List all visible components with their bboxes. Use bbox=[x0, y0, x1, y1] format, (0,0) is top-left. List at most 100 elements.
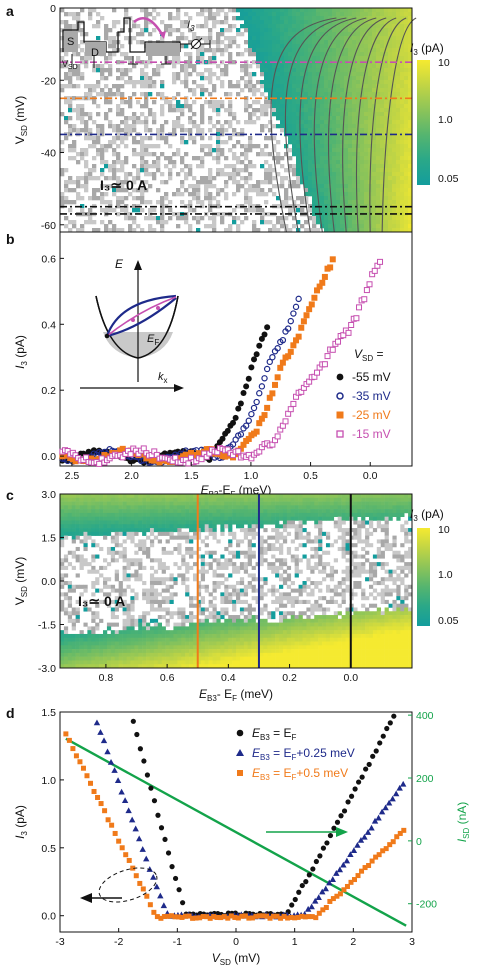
heatmap-cell bbox=[140, 92, 145, 97]
heatmap-cell bbox=[176, 72, 181, 77]
heatmap-cell bbox=[196, 630, 202, 635]
heatmap-cell bbox=[340, 68, 345, 73]
heatmap-cell bbox=[208, 168, 213, 173]
data-point-orange bbox=[290, 342, 297, 349]
heatmap-cell bbox=[99, 656, 104, 661]
heatmap-cell bbox=[316, 68, 321, 73]
heatmap-cell bbox=[324, 16, 329, 21]
heatmap-cell bbox=[324, 144, 329, 149]
heatmap-cell bbox=[160, 220, 165, 225]
heatmap-cell bbox=[124, 172, 129, 177]
heatmap-cell bbox=[152, 8, 157, 13]
heatmap-cell bbox=[114, 528, 119, 533]
heatmap-cell bbox=[99, 664, 104, 669]
heatmap-cell bbox=[252, 92, 257, 97]
heatmap-cell bbox=[272, 228, 277, 233]
heatmap-cell bbox=[181, 611, 186, 616]
heatmap-cell bbox=[87, 528, 92, 533]
heatmap-cell bbox=[348, 76, 353, 81]
heatmap-cell bbox=[408, 136, 413, 141]
heatmap-cell bbox=[76, 76, 81, 81]
heatmap-cell bbox=[76, 12, 81, 17]
heatmap-cell bbox=[76, 112, 81, 117]
heatmap-cell bbox=[126, 509, 131, 514]
heatmap-cell bbox=[260, 16, 265, 21]
heatmap-cell bbox=[208, 32, 213, 37]
heatmap-cell bbox=[136, 176, 141, 181]
heatmap-cell bbox=[110, 660, 116, 665]
heatmap-cell bbox=[408, 144, 413, 149]
heatmap-cell bbox=[96, 104, 101, 109]
heatmap-cell bbox=[296, 132, 301, 137]
heatmap-cell bbox=[352, 196, 357, 201]
heatmap-cell bbox=[360, 180, 365, 185]
heatmap-cell bbox=[142, 546, 147, 552]
heatmap-cell bbox=[384, 196, 389, 201]
heatmap-cell bbox=[157, 599, 162, 604]
heatmap-cell bbox=[165, 520, 170, 525]
heatmap-cell bbox=[100, 132, 105, 137]
heatmap-cell bbox=[336, 72, 341, 77]
heatmap-cell bbox=[400, 200, 405, 205]
heatmap-cell bbox=[161, 501, 166, 506]
heatmap-cell bbox=[292, 128, 297, 133]
heatmap-cell bbox=[336, 88, 341, 93]
heatmap-cell bbox=[160, 124, 165, 129]
heatmap-cell bbox=[161, 633, 166, 639]
heatmap-cell bbox=[268, 228, 273, 233]
heatmap-cell bbox=[184, 152, 189, 157]
heatmap-cell bbox=[200, 626, 206, 631]
heatmap-cell bbox=[144, 8, 149, 13]
heatmap-cell bbox=[75, 664, 80, 669]
heatmap-cell bbox=[189, 524, 194, 529]
heatmap-cell bbox=[60, 531, 65, 536]
heatmap-cell bbox=[106, 501, 112, 506]
data-point-orange bbox=[245, 435, 252, 442]
heatmap-cell bbox=[324, 28, 329, 33]
heatmap-cell bbox=[106, 550, 112, 555]
heatmap-cell bbox=[106, 592, 112, 597]
heatmap-cell bbox=[336, 24, 341, 29]
data-point-orange bbox=[285, 353, 292, 360]
heatmap-cell bbox=[252, 208, 257, 213]
heatmap-cell bbox=[180, 140, 185, 145]
heatmap-cell bbox=[67, 652, 73, 657]
heatmap-cell bbox=[312, 200, 317, 205]
heatmap-cell bbox=[216, 40, 221, 45]
heatmap-cell bbox=[169, 652, 174, 657]
heatmap-cell bbox=[212, 216, 217, 221]
heatmap-cell bbox=[356, 100, 361, 105]
heatmap-cell bbox=[248, 64, 253, 69]
heatmap-cell bbox=[87, 607, 92, 612]
heatmap-cell bbox=[300, 108, 305, 113]
heatmap-cell bbox=[67, 611, 73, 616]
heatmap-cell bbox=[152, 80, 157, 85]
heatmap-cell bbox=[80, 228, 85, 233]
heatmap-cell bbox=[192, 633, 198, 639]
heatmap-cell bbox=[72, 12, 77, 17]
heatmap-cell bbox=[181, 660, 186, 665]
heatmap-cell bbox=[304, 192, 309, 197]
heatmap-cell bbox=[216, 136, 221, 141]
heatmap-cell bbox=[92, 68, 97, 73]
heatmap-cell bbox=[316, 160, 321, 165]
heatmap-cell bbox=[136, 172, 141, 177]
heatmap-cell bbox=[208, 128, 213, 133]
heatmap-cell bbox=[220, 148, 225, 153]
heatmap-cell bbox=[64, 76, 69, 81]
data-point-black bbox=[264, 324, 271, 331]
heatmap-cell bbox=[140, 40, 145, 45]
heatmap-cell bbox=[72, 128, 77, 133]
heatmap-cell bbox=[99, 652, 104, 657]
heatmap-cell bbox=[165, 664, 170, 669]
heatmap-cell bbox=[95, 660, 100, 665]
heatmap-cell bbox=[153, 524, 159, 529]
heatmap-cell bbox=[368, 32, 373, 37]
heatmap-cell bbox=[372, 184, 377, 189]
heatmap-cell bbox=[100, 160, 105, 165]
heatmap-cell bbox=[132, 196, 137, 201]
heatmap-cell bbox=[64, 200, 69, 205]
heatmap-cell bbox=[116, 156, 121, 161]
heatmap-cell bbox=[400, 104, 405, 109]
heatmap-cell bbox=[83, 543, 88, 548]
